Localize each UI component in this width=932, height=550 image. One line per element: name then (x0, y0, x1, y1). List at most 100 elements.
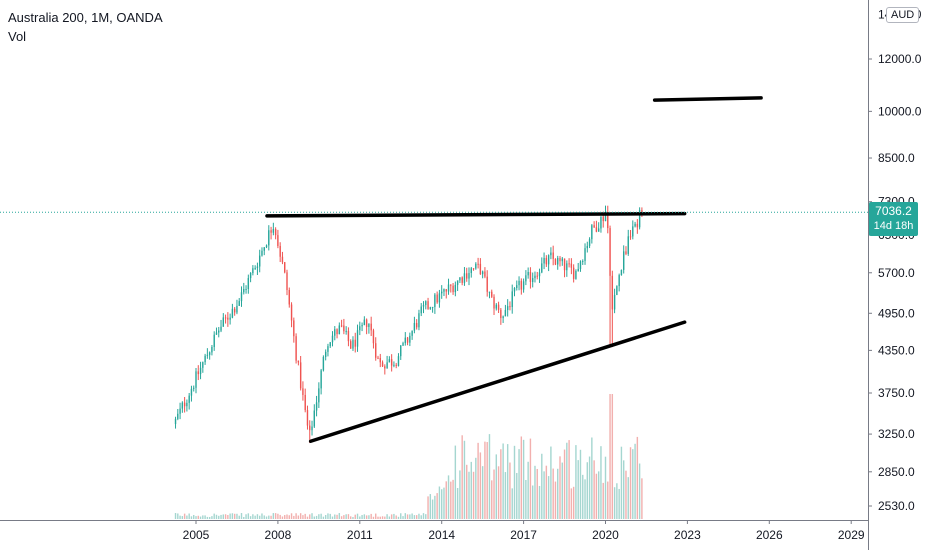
volume-bar (613, 487, 616, 519)
volume-bar (411, 513, 413, 519)
candle-body (263, 247, 265, 251)
volume-bar (190, 516, 193, 519)
candle-body (579, 261, 582, 269)
volume-bar (440, 489, 443, 519)
candle-body (406, 337, 409, 343)
volume-bar (245, 514, 247, 519)
candle-body (206, 354, 209, 356)
volume-bar (215, 514, 218, 519)
volume-bar (604, 456, 607, 519)
volume-bar (541, 453, 543, 519)
candle-body (365, 319, 368, 327)
volume-bar (616, 483, 618, 519)
volume-bar (254, 515, 256, 519)
candle-body (493, 296, 495, 309)
candle-body (290, 304, 293, 321)
volume-bar (434, 495, 436, 519)
y-tick-label: 10000.0 (878, 104, 922, 118)
candle-body (277, 235, 279, 246)
candle-body (638, 210, 641, 228)
volume-bar (243, 516, 245, 519)
volume-bar (240, 513, 243, 519)
candle-body (338, 325, 341, 335)
volume-bar (252, 514, 254, 519)
volume-bar (632, 449, 634, 519)
volume-bar (302, 515, 304, 519)
candle-body (274, 229, 277, 236)
candle-body (420, 306, 422, 314)
volume-bar (233, 513, 236, 519)
candle-body (404, 337, 407, 344)
volume-bar (445, 481, 447, 519)
candle-body (186, 402, 188, 407)
candle-body (218, 330, 220, 333)
volume-bar (368, 515, 370, 519)
candle-body (468, 273, 470, 279)
candle-body (199, 367, 202, 375)
currency-badge[interactable]: AUD (886, 7, 920, 23)
volume-bar (361, 515, 363, 519)
candle-body (443, 289, 445, 292)
candle-body (370, 323, 372, 331)
volume-bar (386, 514, 388, 519)
volume-bar (450, 481, 452, 519)
volume-bar (500, 449, 502, 519)
candle-body (174, 418, 177, 425)
volume-bar (570, 488, 573, 519)
volume-bar (629, 447, 632, 519)
candle-body (445, 289, 447, 292)
x-tick-label: 2017 (510, 528, 537, 542)
candle-body (309, 425, 311, 431)
volume-bar (554, 481, 557, 519)
volume-bar (559, 456, 561, 519)
volume-bar (527, 461, 529, 519)
candle-body (313, 410, 316, 427)
candle-body (256, 266, 259, 268)
volume-bar (197, 515, 199, 519)
volume-bar (484, 441, 486, 519)
y-tick-label: 2850.0 (878, 465, 915, 479)
candle-body (299, 362, 302, 389)
last-price-tag: 7036.2 14d 18h (869, 202, 918, 236)
volume-label: Vol (8, 29, 27, 44)
volume-bar (331, 516, 334, 519)
volume-bar (372, 516, 375, 519)
volume-bar (436, 493, 438, 519)
candle-body (233, 308, 236, 313)
volume-bar (627, 477, 629, 519)
candle-body (395, 364, 397, 366)
resistance-line (265, 211, 687, 218)
candle-body (413, 322, 416, 331)
volume-bar (345, 514, 347, 519)
candle-body (591, 225, 593, 240)
candle-body (393, 364, 395, 366)
volume-bar (334, 514, 336, 519)
candle-body (547, 255, 550, 265)
candle-body (634, 223, 636, 227)
volume-bar (204, 515, 206, 519)
candle-body (334, 329, 336, 336)
volume-bar (522, 439, 525, 519)
volume-bar (218, 515, 220, 519)
candle-body (284, 262, 286, 273)
volume-bar (582, 474, 584, 519)
candle-body (436, 294, 438, 303)
candle-body (511, 291, 513, 307)
candle-body (595, 227, 598, 232)
x-tick-label: 2014 (428, 528, 455, 542)
candle-body (554, 258, 557, 265)
volume-bar (402, 516, 404, 519)
volume-bar (579, 449, 582, 519)
candle-body (345, 330, 347, 332)
volume-bar (293, 515, 295, 519)
candle-body (529, 272, 532, 282)
candle-body (229, 317, 231, 320)
candle-body (513, 287, 516, 292)
volume-bar (516, 472, 518, 519)
candle-body (261, 250, 263, 256)
candle-body (208, 352, 211, 355)
candle-body (288, 290, 290, 305)
candle-body (486, 276, 488, 292)
